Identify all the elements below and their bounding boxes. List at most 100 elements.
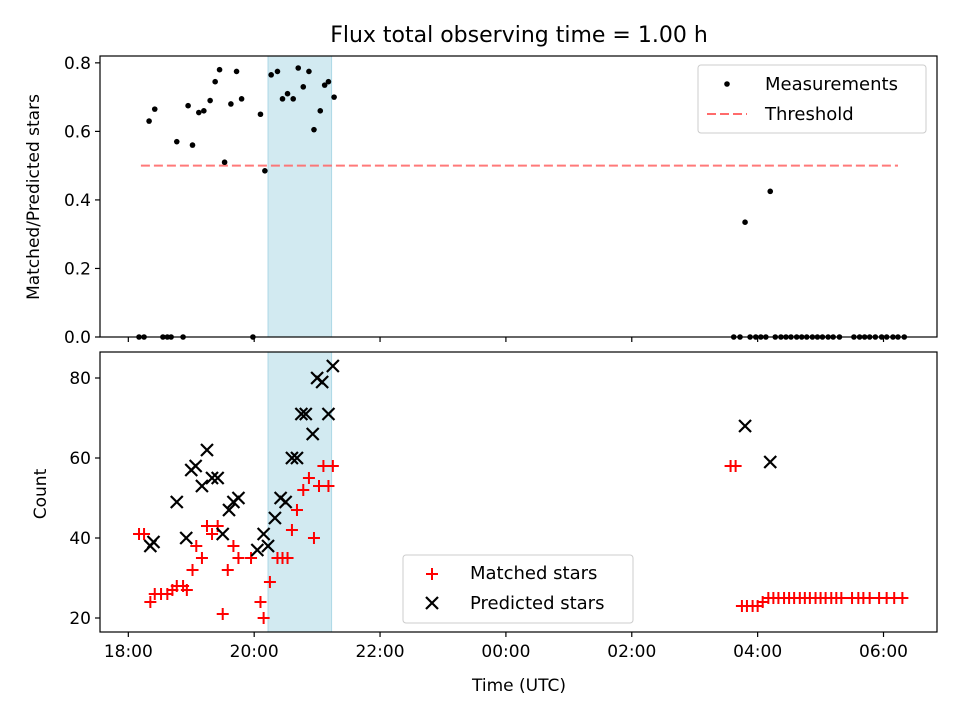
data-point-plus-1 bbox=[138, 528, 151, 540]
data-point-plus-31 bbox=[307, 532, 320, 544]
plot-frame bbox=[99, 55, 938, 338]
data-point-x-3 bbox=[179, 531, 193, 545]
data-point-dot-28 bbox=[295, 65, 302, 71]
data-point-plus-35 bbox=[326, 460, 339, 472]
data-point-dot-27 bbox=[290, 96, 297, 102]
data-point-x-15 bbox=[256, 527, 271, 541]
legend-marker-measurements bbox=[724, 81, 730, 87]
top-panel: 0.0 0.2 0.4 0.6 0.8 Measurements Threshold bbox=[64, 54, 938, 348]
data-point-x-13 bbox=[231, 491, 246, 505]
data-point-dot-32 bbox=[317, 108, 324, 114]
data-point-x-26 bbox=[315, 375, 329, 389]
data-point-dot-15 bbox=[216, 66, 223, 73]
data-point-plus-17 bbox=[221, 564, 234, 576]
data-point-dot-19 bbox=[238, 96, 245, 102]
data-point-plus-11 bbox=[190, 540, 203, 552]
data-point-x-5 bbox=[188, 459, 203, 473]
data-point-x-2 bbox=[169, 495, 184, 509]
legend-marker-predicted bbox=[425, 596, 439, 610]
data-point-dot-25 bbox=[279, 96, 286, 102]
data-point-dot-14 bbox=[212, 78, 218, 85]
legend-box bbox=[402, 554, 634, 624]
data-point-plus-30 bbox=[302, 472, 315, 484]
data-point-dot-29 bbox=[300, 84, 307, 90]
y-tick-label: 80 bbox=[69, 369, 91, 389]
y-tick-label: 60 bbox=[69, 449, 91, 469]
data-point-dot-22 bbox=[262, 167, 268, 174]
data-point-x-20 bbox=[285, 451, 299, 465]
legend-box bbox=[697, 64, 927, 134]
data-point-x-23 bbox=[299, 407, 313, 421]
data-point-dot-16 bbox=[221, 159, 228, 166]
data-point-dot-2 bbox=[146, 118, 152, 124]
data-point-dot-13 bbox=[207, 97, 213, 104]
x-tick-label: 00:00 bbox=[481, 642, 530, 662]
data-point-dot-10 bbox=[189, 142, 196, 148]
chart-title: Flux total observing time = 1.00 h bbox=[330, 23, 708, 48]
data-point-plus-22 bbox=[257, 612, 270, 624]
y-tick-label: 0.0 bbox=[64, 328, 91, 348]
data-point-plus-34 bbox=[322, 480, 335, 492]
data-point-dot-33 bbox=[321, 82, 328, 88]
data-point-dot-30 bbox=[306, 68, 312, 75]
data-point-x-28 bbox=[326, 359, 340, 373]
data-point-x-11 bbox=[222, 503, 236, 517]
data-point-plus-9 bbox=[180, 584, 193, 596]
y-tick-label: 40 bbox=[69, 529, 91, 549]
data-point-dot-17 bbox=[228, 101, 234, 107]
data-point-dot-3 bbox=[151, 106, 158, 112]
data-point-x-19 bbox=[278, 495, 293, 509]
x-tick-label: 22:00 bbox=[356, 642, 405, 662]
data-point-dot-21 bbox=[257, 111, 264, 118]
data-point-dot-12 bbox=[201, 108, 207, 114]
data-point-dot-23 bbox=[268, 72, 274, 78]
data-point-dot-26 bbox=[284, 90, 291, 97]
data-point-x-29 bbox=[738, 419, 752, 433]
data-point-dot-9 bbox=[185, 102, 191, 109]
data-point-x-1 bbox=[146, 535, 161, 549]
x-tick-label: 04:00 bbox=[733, 642, 782, 662]
data-point-x-27 bbox=[321, 407, 336, 421]
y-tick-label: 20 bbox=[69, 609, 91, 629]
data-point-dot-38 bbox=[742, 219, 748, 226]
data-point-dot-35 bbox=[331, 94, 337, 100]
data-point-dot-7 bbox=[173, 138, 180, 145]
x-tick-label: 06:00 bbox=[859, 642, 908, 662]
data-point-x-24 bbox=[305, 427, 320, 441]
data-point-x-21 bbox=[290, 451, 304, 465]
data-point-x-9 bbox=[210, 471, 225, 485]
x-tick-label: 18:00 bbox=[104, 642, 153, 662]
data-point-plus-16 bbox=[216, 608, 229, 620]
x-tick-label: 20:00 bbox=[230, 642, 279, 662]
legend-label-matched: Matched stars bbox=[470, 563, 597, 584]
data-point-dot-11 bbox=[196, 109, 202, 116]
data-point-x-17 bbox=[268, 511, 282, 525]
bottom-panel: 20 40 60 80 18:00 20:00 22:00 00:00 02:00 04:00 06… bbox=[69, 351, 938, 662]
legend-label-measurements: Measurements bbox=[765, 74, 898, 95]
data-point-dot-31 bbox=[311, 126, 317, 133]
plot-frame bbox=[99, 351, 938, 633]
data-point-x-8 bbox=[205, 471, 219, 485]
data-point-plus-19 bbox=[232, 552, 245, 564]
data-point-dot-43 bbox=[767, 188, 774, 195]
data-point-plus-21 bbox=[254, 596, 267, 608]
data-point-x-6 bbox=[195, 479, 209, 493]
y-tick-label: 0.6 bbox=[64, 122, 91, 142]
data-point-plus-20 bbox=[245, 552, 258, 564]
data-point-dot-24 bbox=[274, 68, 281, 75]
top-y-axis-label: Matched/Predicted stars bbox=[24, 94, 44, 300]
data-point-plus-18 bbox=[227, 540, 240, 552]
data-point-plus-23 bbox=[263, 576, 276, 588]
data-point-x-7 bbox=[200, 443, 214, 457]
data-point-plus-27 bbox=[285, 524, 298, 536]
data-point-x-30 bbox=[763, 455, 778, 469]
data-point-plus-14 bbox=[206, 528, 219, 540]
legend-label-predicted: Predicted stars bbox=[470, 593, 604, 614]
data-point-plus-37 bbox=[729, 460, 742, 472]
data-point-plus-26 bbox=[281, 552, 294, 564]
bottom-y-axis-label: Count bbox=[31, 468, 51, 519]
data-point-plus-57 bbox=[835, 592, 848, 604]
data-point-dot-34 bbox=[325, 78, 332, 85]
data-point-plus-28 bbox=[290, 504, 303, 516]
observing-window-band bbox=[267, 55, 333, 338]
